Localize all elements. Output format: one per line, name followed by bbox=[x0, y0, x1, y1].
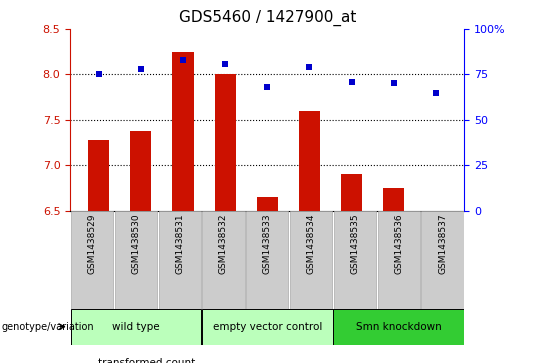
Text: GSM1438537: GSM1438537 bbox=[438, 213, 447, 274]
Text: GSM1438531: GSM1438531 bbox=[175, 213, 184, 274]
Bar bbox=[299, 111, 320, 211]
Point bbox=[179, 57, 187, 63]
Bar bbox=[172, 52, 193, 211]
Bar bbox=[202, 309, 333, 345]
Text: GSM1438532: GSM1438532 bbox=[219, 213, 228, 274]
Text: Smn knockdown: Smn knockdown bbox=[356, 322, 442, 332]
Bar bbox=[214, 74, 235, 211]
Bar bbox=[377, 211, 420, 309]
Bar bbox=[115, 211, 157, 309]
Text: GSM1438530: GSM1438530 bbox=[131, 213, 140, 274]
Bar bbox=[422, 211, 463, 309]
Bar bbox=[159, 211, 201, 309]
Point bbox=[221, 61, 230, 66]
Text: GSM1438529: GSM1438529 bbox=[87, 213, 97, 274]
Bar bbox=[88, 140, 109, 211]
Text: GSM1438534: GSM1438534 bbox=[307, 213, 315, 274]
Bar bbox=[246, 211, 288, 309]
Bar bbox=[383, 188, 404, 211]
Text: empty vector control: empty vector control bbox=[213, 322, 322, 332]
Point bbox=[389, 81, 398, 86]
Text: genotype/variation: genotype/variation bbox=[2, 322, 94, 332]
Text: transformed count: transformed count bbox=[98, 358, 195, 363]
Bar bbox=[341, 174, 362, 211]
Point bbox=[137, 66, 145, 72]
Point bbox=[263, 84, 272, 90]
Text: GSM1438533: GSM1438533 bbox=[263, 213, 272, 274]
Point bbox=[94, 72, 103, 77]
Text: GSM1438535: GSM1438535 bbox=[350, 213, 360, 274]
Title: GDS5460 / 1427900_at: GDS5460 / 1427900_at bbox=[179, 10, 356, 26]
Bar bbox=[202, 211, 245, 309]
Bar bbox=[71, 309, 201, 345]
Bar bbox=[333, 309, 464, 345]
Bar bbox=[130, 131, 151, 211]
Point bbox=[347, 79, 356, 85]
Point bbox=[305, 64, 314, 70]
Bar bbox=[71, 211, 113, 309]
Point bbox=[431, 90, 440, 95]
Bar bbox=[290, 211, 332, 309]
Bar bbox=[256, 197, 278, 211]
Text: wild type: wild type bbox=[112, 322, 160, 332]
Text: GSM1438536: GSM1438536 bbox=[394, 213, 403, 274]
Bar bbox=[334, 211, 376, 309]
